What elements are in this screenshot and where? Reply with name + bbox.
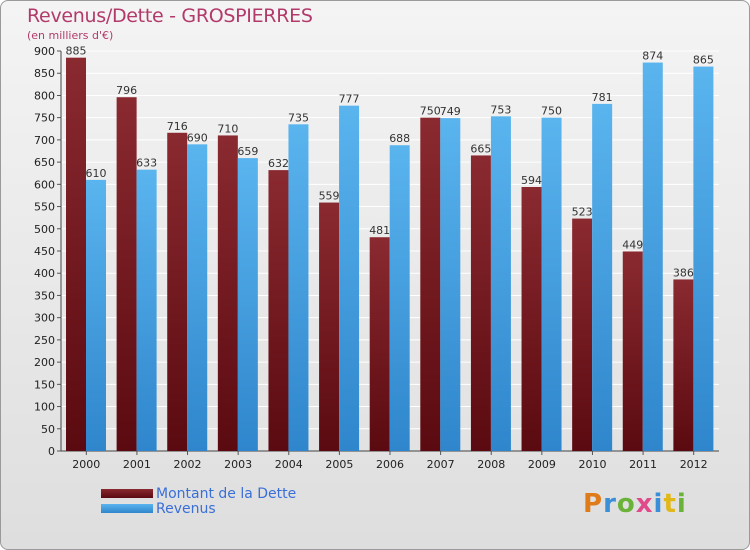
bar-revenue: [136, 169, 157, 451]
bar-debt: [572, 218, 593, 451]
x-tick-label: 2009: [528, 458, 556, 471]
data-label-revenue: 750: [541, 105, 562, 118]
data-label-revenue: 753: [490, 103, 511, 116]
data-label-debt: 665: [470, 142, 491, 155]
y-tick-label: 150: [34, 378, 55, 391]
y-tick-label: 400: [34, 267, 55, 280]
x-tick-label: 2000: [72, 458, 100, 471]
data-label-revenue: 749: [440, 105, 461, 118]
data-label-debt: 594: [521, 174, 542, 187]
x-tick-label: 2002: [174, 458, 202, 471]
bar-debt: [116, 97, 137, 451]
y-tick-label: 50: [41, 423, 55, 436]
bar-revenue: [642, 62, 663, 452]
chart-subtitle: (en milliers d'€): [27, 29, 114, 42]
bar-debt: [167, 132, 188, 451]
bar-revenue: [693, 66, 714, 452]
y-tick-label: 100: [34, 401, 55, 414]
data-label-revenue: 659: [237, 145, 258, 158]
y-tick-label: 650: [34, 156, 55, 169]
data-label-revenue: 690: [187, 131, 208, 144]
data-label-revenue: 777: [339, 93, 360, 106]
legend-label-revenue: Revenus: [156, 501, 216, 517]
data-label-revenue: 874: [642, 50, 663, 63]
y-tick-label: 450: [34, 245, 55, 258]
proxiti-logo: Proxiti: [583, 489, 687, 519]
x-tick-label: 2003: [224, 458, 252, 471]
y-tick-label: 700: [34, 134, 55, 147]
y-tick-label: 800: [34, 89, 55, 102]
y-tick-label: 600: [34, 178, 55, 191]
bar-debt: [470, 155, 491, 451]
y-tick-label: 200: [34, 356, 55, 369]
bar-revenue: [187, 144, 208, 452]
chart-title: Revenus/Dette - GROSPIERRES: [27, 5, 313, 27]
bar-revenue: [541, 117, 562, 452]
data-label-revenue: 735: [288, 111, 309, 124]
bar-revenue: [389, 145, 410, 451]
data-label-debt: 559: [319, 190, 340, 203]
data-label-revenue: 781: [592, 91, 613, 104]
bar-debt: [369, 237, 390, 451]
bar-revenue: [288, 124, 309, 451]
bar-debt: [268, 170, 289, 451]
bar-debt: [217, 135, 238, 451]
x-tick-label: 2010: [578, 458, 606, 471]
bar-debt: [319, 202, 340, 451]
x-tick-label: 2008: [477, 458, 505, 471]
y-tick-label: 500: [34, 223, 55, 236]
bar-debt: [521, 187, 542, 451]
x-tick-label: 2007: [427, 458, 455, 471]
bar-revenue: [490, 116, 511, 451]
data-label-revenue: 865: [693, 54, 714, 67]
data-label-revenue: 633: [136, 157, 157, 170]
data-label-debt: 523: [572, 206, 593, 219]
data-label-debt: 885: [66, 45, 87, 58]
bar-revenue: [86, 179, 106, 451]
y-tick-label: 850: [34, 67, 55, 80]
data-label-debt: 796: [116, 84, 137, 97]
data-label-revenue: 688: [389, 132, 410, 145]
bar-debt: [66, 57, 86, 452]
data-label-debt: 710: [217, 122, 238, 135]
data-label-debt: 632: [268, 157, 289, 170]
bar-debt: [622, 251, 643, 451]
y-tick-label: 0: [48, 445, 55, 458]
x-tick-label: 2005: [325, 458, 353, 471]
data-label-debt: 386: [673, 266, 694, 279]
y-tick-label: 900: [34, 45, 55, 58]
bar-revenue: [440, 118, 461, 451]
bar-revenue: [592, 103, 613, 451]
bar-revenue: [237, 158, 258, 451]
data-label-debt: 449: [622, 238, 643, 251]
legend-swatch-debt: [101, 489, 153, 498]
x-tick-label: 2012: [680, 458, 708, 471]
x-tick-label: 2001: [123, 458, 151, 471]
y-tick-label: 300: [34, 312, 55, 325]
data-label-debt: 716: [167, 120, 188, 133]
data-label-debt: 750: [420, 105, 441, 118]
y-tick-label: 750: [34, 112, 55, 125]
y-tick-label: 550: [34, 201, 55, 214]
x-tick-label: 2011: [629, 458, 657, 471]
x-tick-label: 2006: [376, 458, 404, 471]
y-tick-label: 250: [34, 334, 55, 347]
data-label-revenue: 610: [86, 167, 107, 180]
legend-label-debt: Montant de la Dette: [156, 486, 297, 502]
bar-debt: [420, 117, 441, 452]
data-label-debt: 481: [369, 224, 390, 237]
y-tick-label: 350: [34, 289, 55, 302]
bar-debt: [673, 279, 694, 451]
legend-swatch-revenue: [101, 504, 153, 513]
x-tick-label: 2004: [275, 458, 303, 471]
bar-revenue: [339, 105, 360, 452]
